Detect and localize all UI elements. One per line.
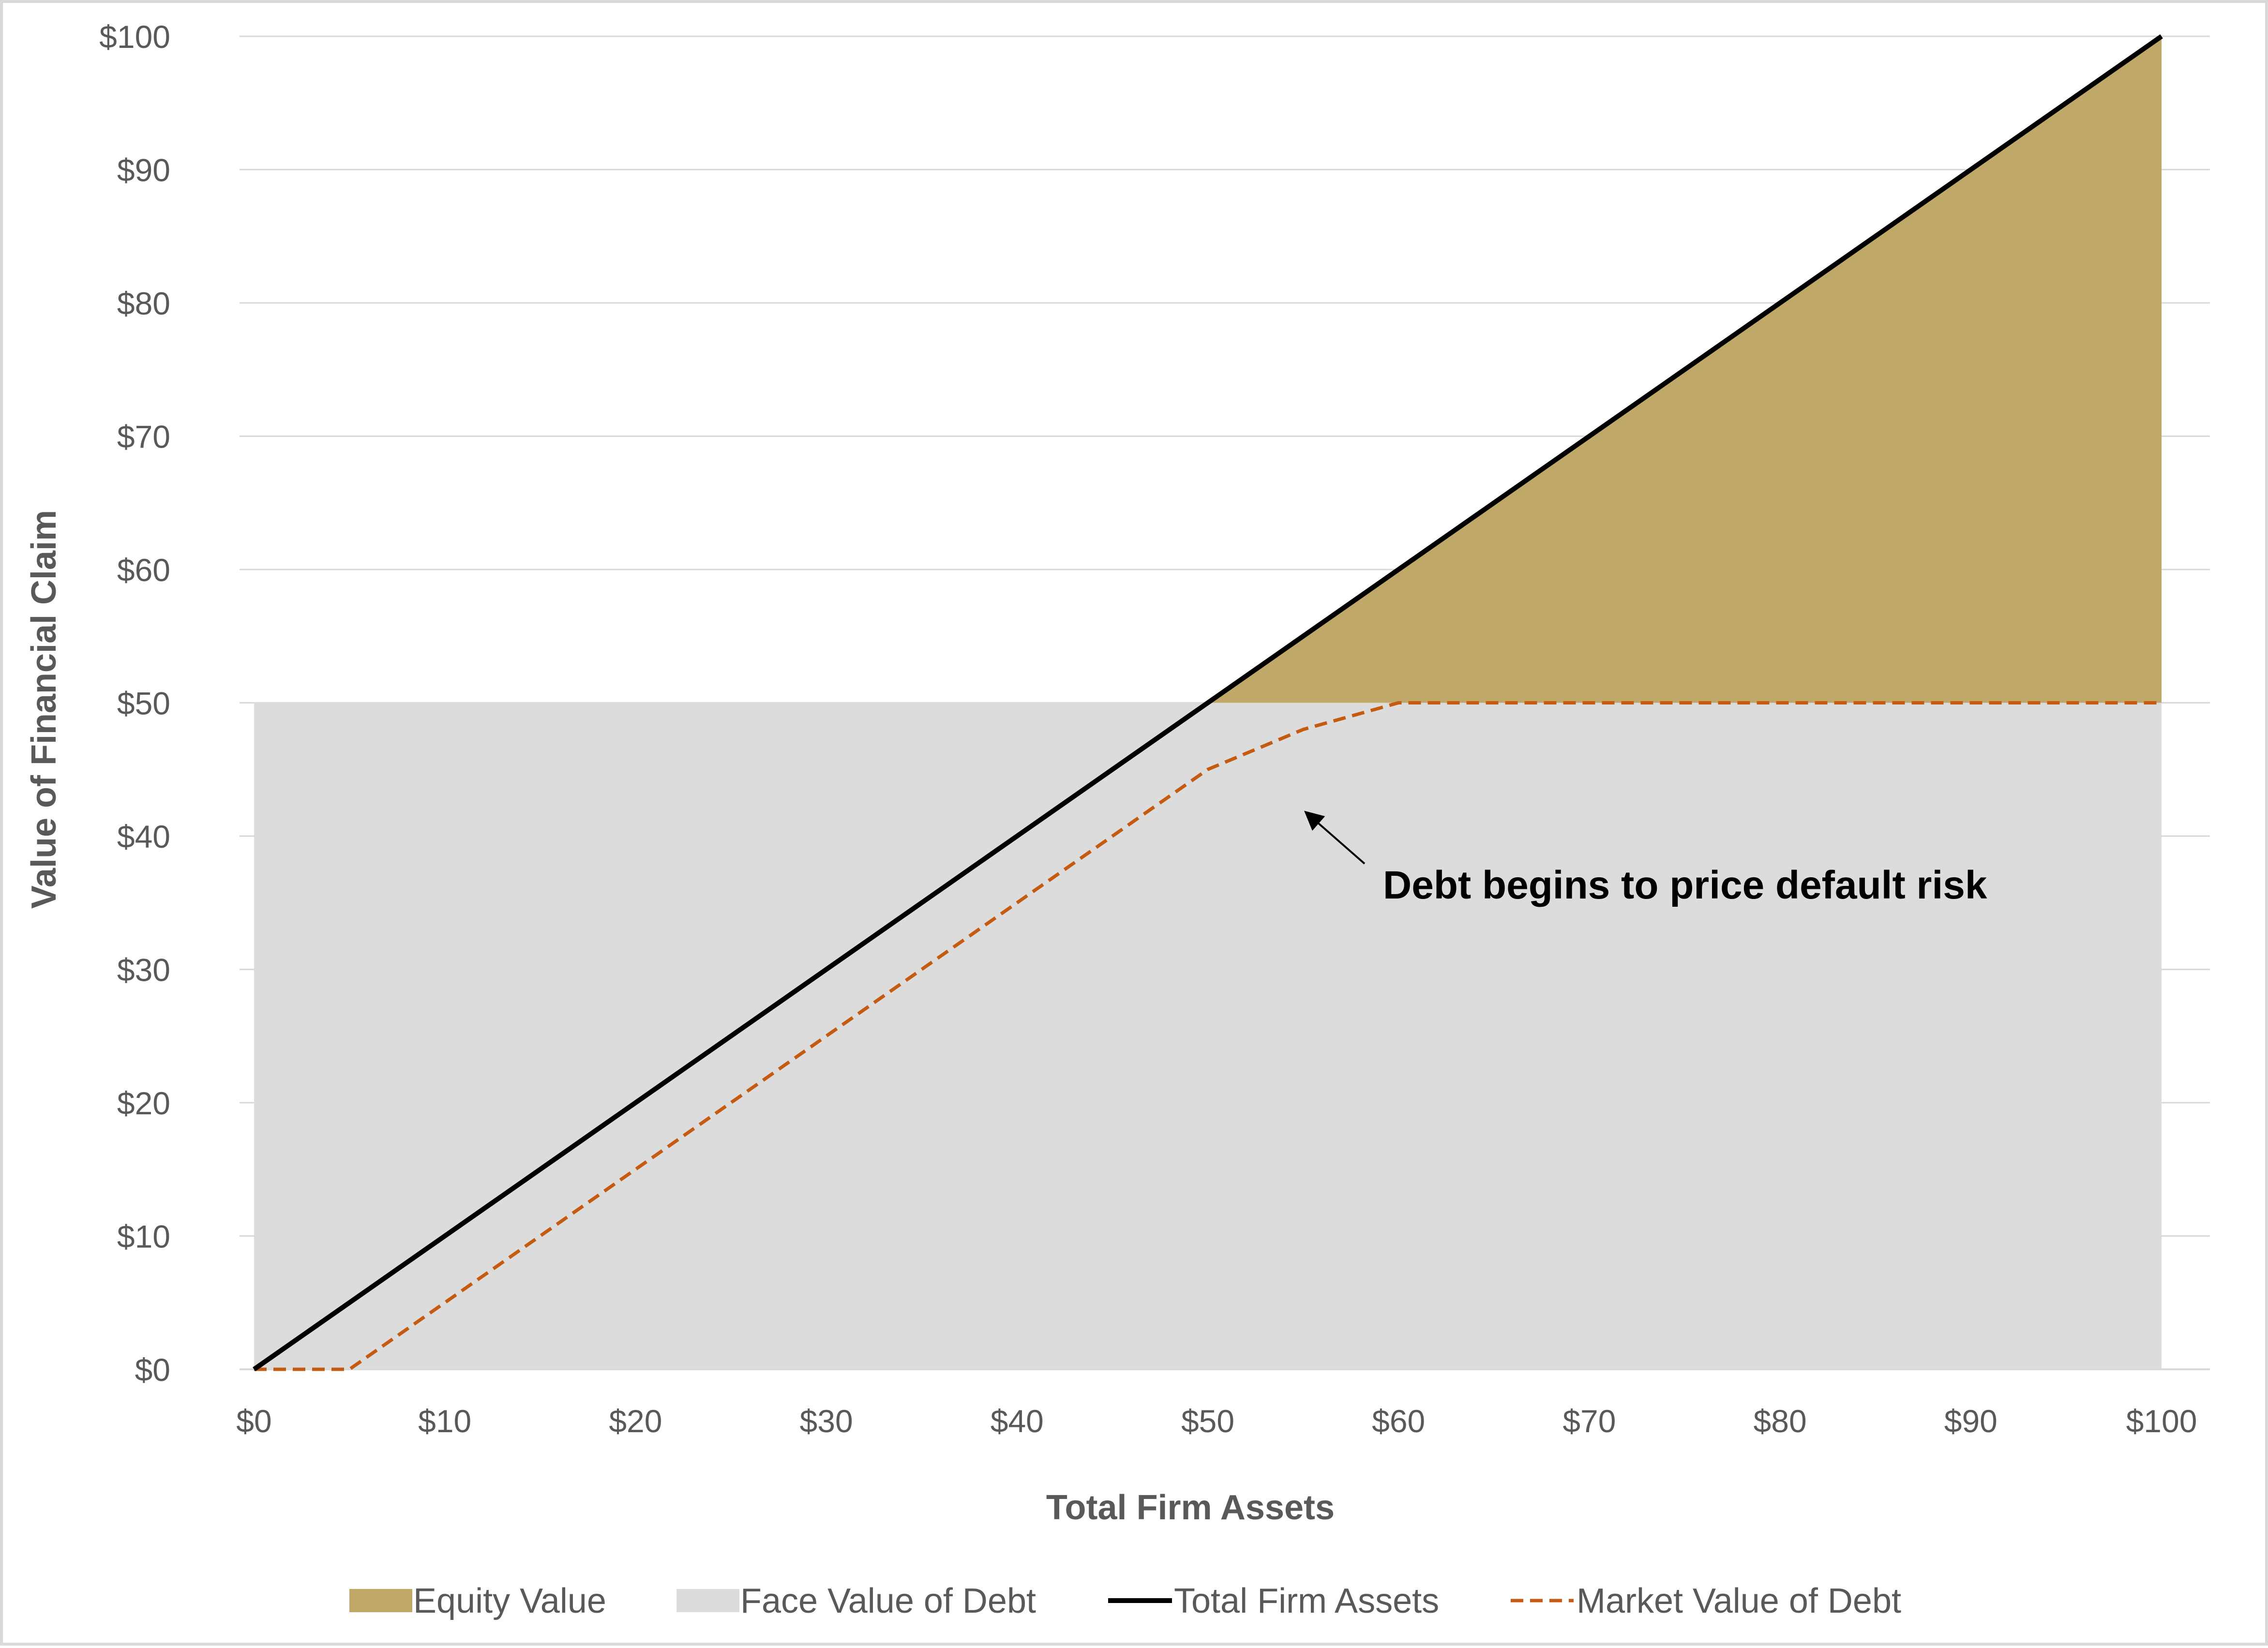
y-axis-title: Value of Financial Claim bbox=[25, 510, 63, 909]
y-tick-label: $100 bbox=[99, 19, 170, 55]
y-tick-label: $20 bbox=[117, 1085, 170, 1121]
y-tick-label: $80 bbox=[117, 285, 170, 321]
legend-total-firm-assets-label: Total Firm Assets bbox=[1174, 1582, 1439, 1620]
total-firm-assets-line bbox=[253, 34, 2163, 1372]
line-layer bbox=[253, 34, 2163, 1372]
y-tick-label: $40 bbox=[117, 819, 170, 854]
x-tick-label: $100 bbox=[2126, 1403, 2197, 1439]
y-tick-label: $90 bbox=[117, 152, 170, 188]
y-tick-label: $30 bbox=[117, 952, 170, 988]
y-tick-label: $70 bbox=[117, 419, 170, 455]
x-tick-label: $90 bbox=[1944, 1403, 1998, 1439]
y-tick-label: $0 bbox=[135, 1352, 170, 1388]
legend-face-value-of-debt-swatch bbox=[676, 1589, 739, 1612]
x-tick-label: $0 bbox=[236, 1403, 271, 1439]
legend-market-value-of-debt-label: Market Value of Debt bbox=[1577, 1582, 1901, 1620]
legend-equity-value-label: Equity Value bbox=[413, 1582, 606, 1620]
x-tick-label: $30 bbox=[800, 1403, 853, 1439]
x-tick-label: $40 bbox=[991, 1403, 1044, 1439]
face-value-of-debt-area bbox=[254, 703, 2162, 1369]
x-tick-label: $50 bbox=[1181, 1403, 1234, 1439]
x-tick-label: $60 bbox=[1372, 1403, 1425, 1439]
market-value-of-debt-line bbox=[254, 701, 2162, 1371]
y-tick-label: $50 bbox=[117, 686, 170, 721]
legend-equity-value-swatch bbox=[349, 1589, 412, 1612]
x-tick-label: $70 bbox=[1562, 1403, 1616, 1439]
tick-layer: $0 $10 $20 $30 $40 $50 $60 $70 $80 $90 $100 $0 $10 $2… bbox=[99, 19, 2197, 1439]
x-tick-label: $80 bbox=[1754, 1403, 1807, 1439]
annotation-arrow bbox=[1304, 810, 1366, 865]
y-tick-label: $60 bbox=[117, 552, 170, 588]
x-tick-label: $20 bbox=[609, 1403, 662, 1439]
y-tick-label: $10 bbox=[117, 1219, 170, 1255]
annotation-text: Debt begins to price default risk bbox=[1383, 863, 1987, 907]
x-tick-label: $10 bbox=[418, 1403, 471, 1439]
legend-face-value-of-debt-label: Face Value of Debt bbox=[740, 1582, 1036, 1620]
legend: Equity Value Face Value of Debt Total Firm… bbox=[349, 1582, 1901, 1620]
annotation-layer: Debt begins to price default risk bbox=[1304, 810, 1987, 907]
x-axis-title: Total Firm Assets bbox=[1046, 1488, 1335, 1527]
